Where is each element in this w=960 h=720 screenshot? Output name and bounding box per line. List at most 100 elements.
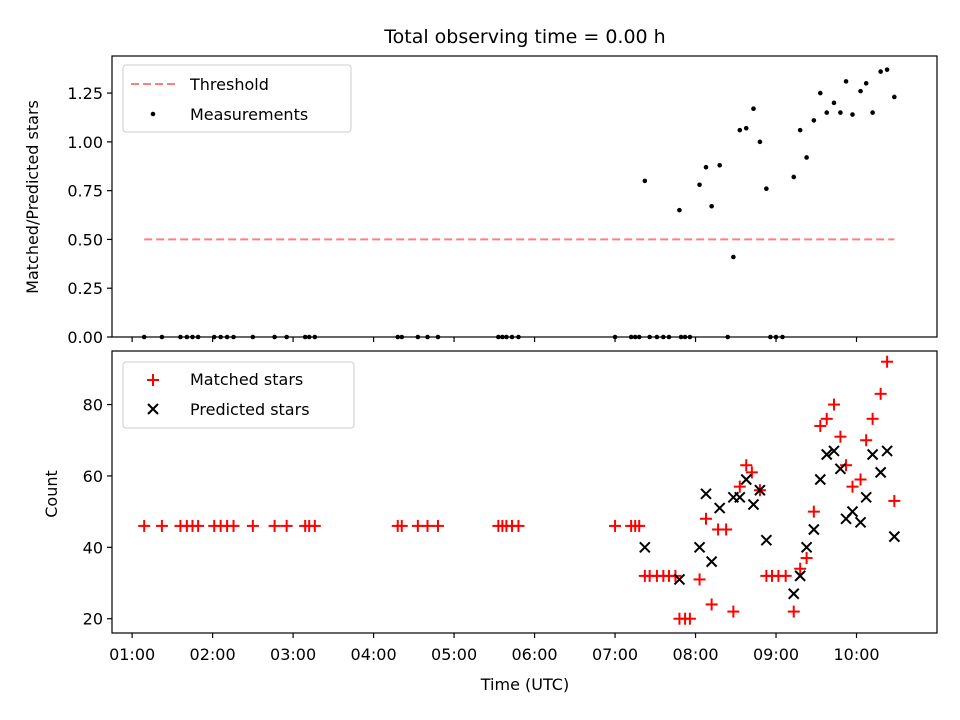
matched-point [633, 519, 646, 532]
matched-point [800, 552, 813, 565]
predicted-point [874, 466, 887, 479]
measurement-point [824, 110, 830, 115]
ratio-plot-axes: 0.00 0.25 0.50 0.75 1.00 1.25 [67, 55, 938, 347]
measurement-point [751, 106, 756, 111]
count-legend: Matched stars Predicted stars [122, 361, 355, 429]
predicted-point [639, 541, 651, 554]
x-tick-label: 08:00 [672, 645, 718, 664]
legend-frame [122, 64, 352, 133]
matched-point [192, 519, 205, 532]
matched-point [733, 480, 746, 493]
matched-point [421, 519, 434, 532]
measurement-point [804, 155, 809, 160]
count-panel: Count Time (UTC) 20 40 60 80 01:00 02:00 03:00… [42, 350, 938, 694]
predicted-point [713, 502, 726, 514]
x-tick-label: 10:00 [833, 645, 879, 664]
matched-point [431, 519, 444, 532]
predicted-point [794, 570, 806, 582]
matched-point [609, 519, 622, 532]
measurement-point [743, 125, 749, 131]
y-tick-label: 20 [83, 610, 103, 629]
x-tick-label: 09:00 [753, 645, 799, 664]
legend-matched-label: Matched stars [190, 370, 303, 389]
matched-point [779, 569, 792, 582]
matched-point [860, 434, 873, 447]
measurement-point [764, 186, 769, 191]
plot-frame [111, 350, 938, 634]
predicted-point [808, 523, 820, 536]
matched-point [745, 466, 758, 479]
x-tick-label: 02:00 [190, 645, 236, 664]
matched-point [787, 605, 800, 618]
matched-point [246, 519, 259, 532]
measurement-point [843, 79, 849, 84]
measurement-point [717, 162, 722, 168]
predicted-point [828, 445, 840, 457]
measurement-point [757, 139, 763, 145]
measurement-point [709, 203, 714, 209]
predicted-point [800, 541, 813, 554]
measurement-point [863, 81, 869, 86]
matched-point [227, 519, 240, 532]
matched-point [138, 519, 151, 532]
predicted-point [747, 498, 760, 511]
matched-point [854, 473, 867, 486]
measurement-point [850, 112, 855, 117]
y-tick-label: 1.00 [67, 133, 103, 152]
x-axis-label: Time (UTC) [480, 675, 569, 694]
y-tick-label: 0.00 [67, 328, 103, 347]
matched-point [280, 519, 293, 532]
legend-measurements-label: Measurements [190, 105, 308, 124]
predicted-point [734, 491, 746, 504]
matched-point [807, 505, 820, 518]
y-tick-label: 40 [83, 538, 103, 557]
plot-frame [111, 55, 938, 338]
legend-predicted-label: Predicted stars [190, 400, 310, 419]
measurement-point [838, 110, 843, 115]
legend-predicted-swatch [147, 403, 159, 415]
predicted-point [788, 588, 800, 600]
predicted-point [693, 541, 706, 554]
measurement-point [737, 127, 743, 133]
legend-measurements-swatch [150, 111, 156, 117]
y-axis-label-ratio: Matched/Predicted stars [23, 100, 42, 294]
matched-point [840, 459, 853, 472]
predicted-point [754, 484, 766, 496]
measurement-point [817, 90, 823, 96]
predicted-point [821, 448, 833, 461]
y-tick-label: 80 [83, 396, 103, 415]
predicted-point [700, 488, 712, 500]
measurement-point [892, 94, 897, 100]
measurement-point [858, 88, 863, 94]
matched-point [155, 519, 168, 532]
measurement-point [697, 182, 702, 188]
matched-point [888, 494, 901, 507]
matched-point [881, 355, 894, 368]
ratio-panel: Total observing time = 0.00 h Matched/Pr… [23, 26, 938, 347]
matched-point [846, 480, 859, 493]
matched-point [268, 519, 281, 532]
legend-frame [122, 361, 355, 429]
measurement-point [831, 100, 837, 106]
count-plot-marks [138, 355, 901, 625]
matched-point [740, 459, 753, 472]
predicted-point [740, 473, 752, 486]
matched-point [308, 519, 321, 532]
x-tick-label: 07:00 [592, 645, 638, 664]
matched-point [827, 398, 840, 411]
count-plot-axes: 20 40 60 80 01:00 02:00 03:00 04:00 05:00 06:00 07… [83, 350, 938, 664]
measurement-point [870, 110, 875, 115]
measurement-point [677, 207, 682, 213]
matched-point [720, 523, 733, 536]
predicted-point [814, 473, 826, 486]
predicted-point [888, 530, 901, 543]
matched-point [794, 562, 807, 575]
y-tick-label: 0.50 [67, 230, 103, 249]
predicted-point [866, 448, 879, 461]
predicted-point [881, 445, 893, 457]
matched-point [814, 419, 827, 432]
matched-point [693, 573, 706, 586]
matched-point [395, 519, 408, 532]
measurement-point [703, 164, 709, 170]
